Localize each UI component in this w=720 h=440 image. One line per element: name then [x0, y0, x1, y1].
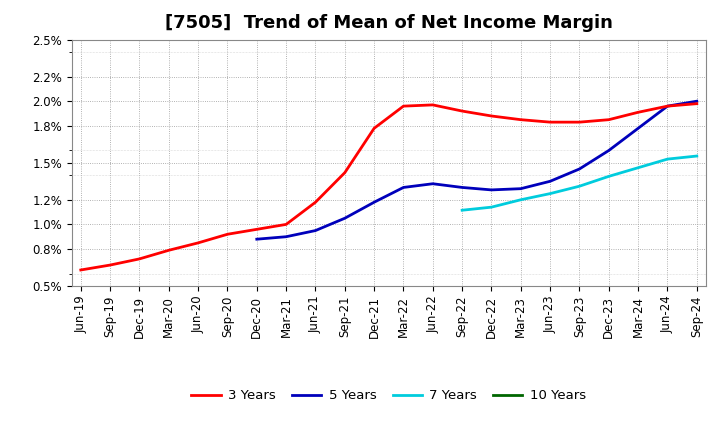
- Title: [7505]  Trend of Mean of Net Income Margin: [7505] Trend of Mean of Net Income Margi…: [165, 15, 613, 33]
- Legend: 3 Years, 5 Years, 7 Years, 10 Years: 3 Years, 5 Years, 7 Years, 10 Years: [186, 384, 591, 407]
